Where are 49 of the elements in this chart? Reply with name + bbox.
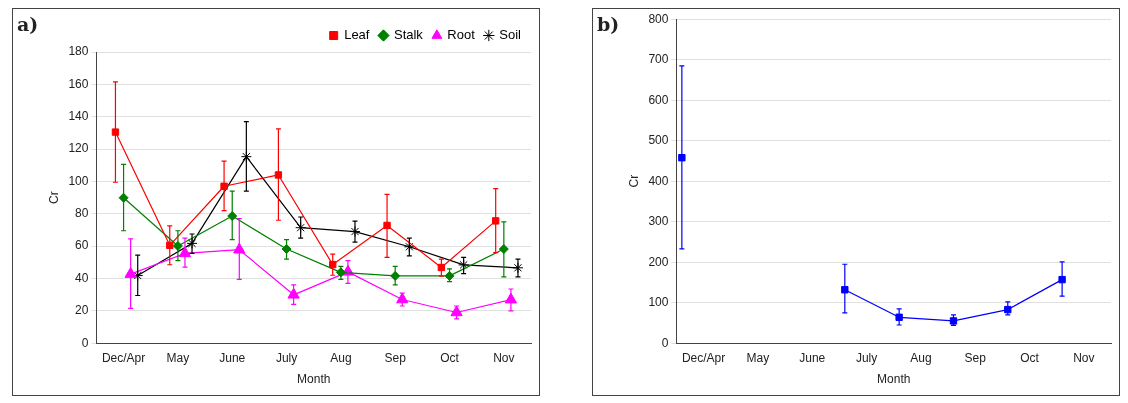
x-tick-label: Nov <box>493 350 515 365</box>
chart-title: a) <box>17 13 39 36</box>
x-axis-title: Month <box>297 372 331 387</box>
point <box>1004 305 1012 314</box>
y-tick-label: 300 <box>648 214 669 229</box>
x-tick-label: Dec/Apr <box>681 350 726 365</box>
y-tick-label: 200 <box>648 254 669 269</box>
y-tick-label: 0 <box>661 335 669 350</box>
y-tick-label: 80 <box>75 206 89 221</box>
y-tick-label: 180 <box>68 44 89 59</box>
x-axis-title: Month <box>877 372 911 387</box>
x-tick-label: Aug <box>910 350 932 365</box>
y-tick-label: 400 <box>648 173 669 188</box>
y-tick-label: 600 <box>648 92 669 107</box>
legend-label: Leaf <box>344 27 370 43</box>
legend-label: Root <box>447 27 476 43</box>
x-tick-label: Aug <box>330 350 352 365</box>
x-tick-label: July <box>275 350 298 365</box>
legend-label: Soil <box>499 27 522 43</box>
y-tick-label: 160 <box>68 76 89 91</box>
y-tick-label: 60 <box>75 238 89 253</box>
chart-title: b) <box>597 13 620 36</box>
point <box>841 286 849 294</box>
x-tick-label: June <box>219 350 246 365</box>
x-tick-label: Dec/Apr <box>101 350 146 365</box>
y-axis-title: Cr <box>626 174 641 188</box>
y-tick-label: 700 <box>648 52 669 67</box>
x-tick-label: Oct <box>440 350 460 365</box>
y-axis-title: Cr <box>46 191 61 204</box>
point <box>678 154 686 162</box>
x-tick-label: May <box>746 350 770 365</box>
y-tick-label: 140 <box>68 109 89 124</box>
y-tick-label: 40 <box>75 270 89 285</box>
x-tick-label: Nov <box>1073 350 1095 365</box>
y-tick-label: 500 <box>648 133 669 148</box>
point <box>895 313 903 321</box>
x-tick-label: July <box>855 350 878 365</box>
y-tick-label: 0 <box>81 335 89 350</box>
y-tick-label: 20 <box>75 303 89 318</box>
y-tick-label: 100 <box>648 295 669 310</box>
legend-label: Stalk <box>393 27 424 43</box>
y-tick-label: 120 <box>68 141 89 156</box>
y-tick-label: 800 <box>648 11 669 26</box>
y-tick-label: 100 <box>68 173 89 188</box>
x-tick-label: June <box>799 350 826 365</box>
x-tick-label: May <box>166 350 190 365</box>
x-tick-label: Sep <box>384 350 407 365</box>
x-tick-label: Oct <box>1020 350 1040 365</box>
x-tick-label: Sep <box>964 350 987 365</box>
